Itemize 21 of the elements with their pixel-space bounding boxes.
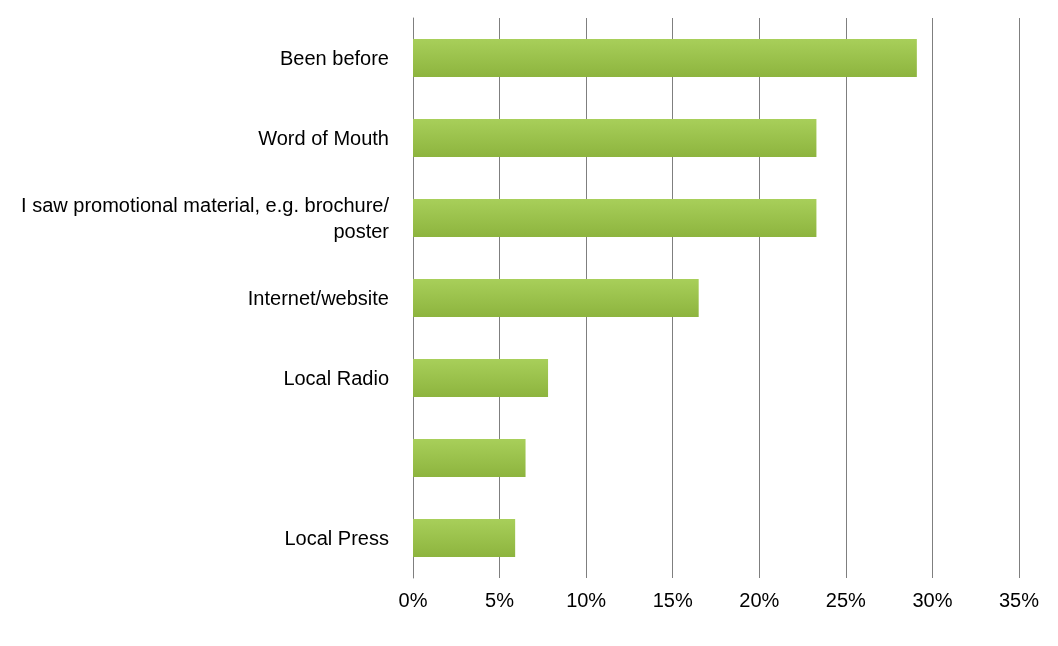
y-tick-label: I saw promotional material, e.g. brochure/poster [21, 194, 390, 242]
x-tick-label: 25% [825, 589, 867, 611]
y-tick-label: Been before [280, 47, 389, 69]
y-tick-label: Word of Mouth [258, 127, 389, 149]
x-tick-label: 20% [739, 589, 780, 611]
x-tick-label: 30% [912, 589, 953, 611]
y-tick-label: Internet/website [247, 287, 389, 309]
x-tick-label: 10% [566, 589, 607, 611]
x-tick-label: 5% [485, 589, 515, 611]
bar [413, 279, 699, 317]
x-tick-label: 15% [652, 589, 693, 611]
bar [413, 119, 817, 157]
bar [413, 199, 817, 237]
x-tick-label: 35% [998, 589, 1040, 611]
x-tick-label: 0% [398, 589, 428, 611]
y-tick-label: Local Press [284, 527, 389, 549]
bar [413, 439, 526, 477]
bar [413, 519, 516, 557]
bar [413, 359, 549, 397]
y-tick-label: Local Radio [283, 367, 389, 389]
bar [413, 39, 917, 77]
